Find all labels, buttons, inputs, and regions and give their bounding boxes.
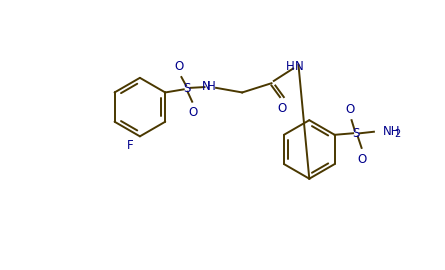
Text: O: O [188,106,198,119]
Text: NH: NH [383,125,400,138]
Text: H: H [207,80,216,93]
Text: O: O [358,153,367,166]
Text: H: H [286,60,295,73]
Text: O: O [278,103,287,116]
Text: N: N [295,60,303,73]
Text: 2: 2 [394,129,400,139]
Text: S: S [183,82,190,95]
Text: F: F [127,139,134,153]
Text: O: O [174,60,184,73]
Text: O: O [345,103,355,116]
Text: S: S [352,127,360,140]
Text: N: N [202,80,210,93]
